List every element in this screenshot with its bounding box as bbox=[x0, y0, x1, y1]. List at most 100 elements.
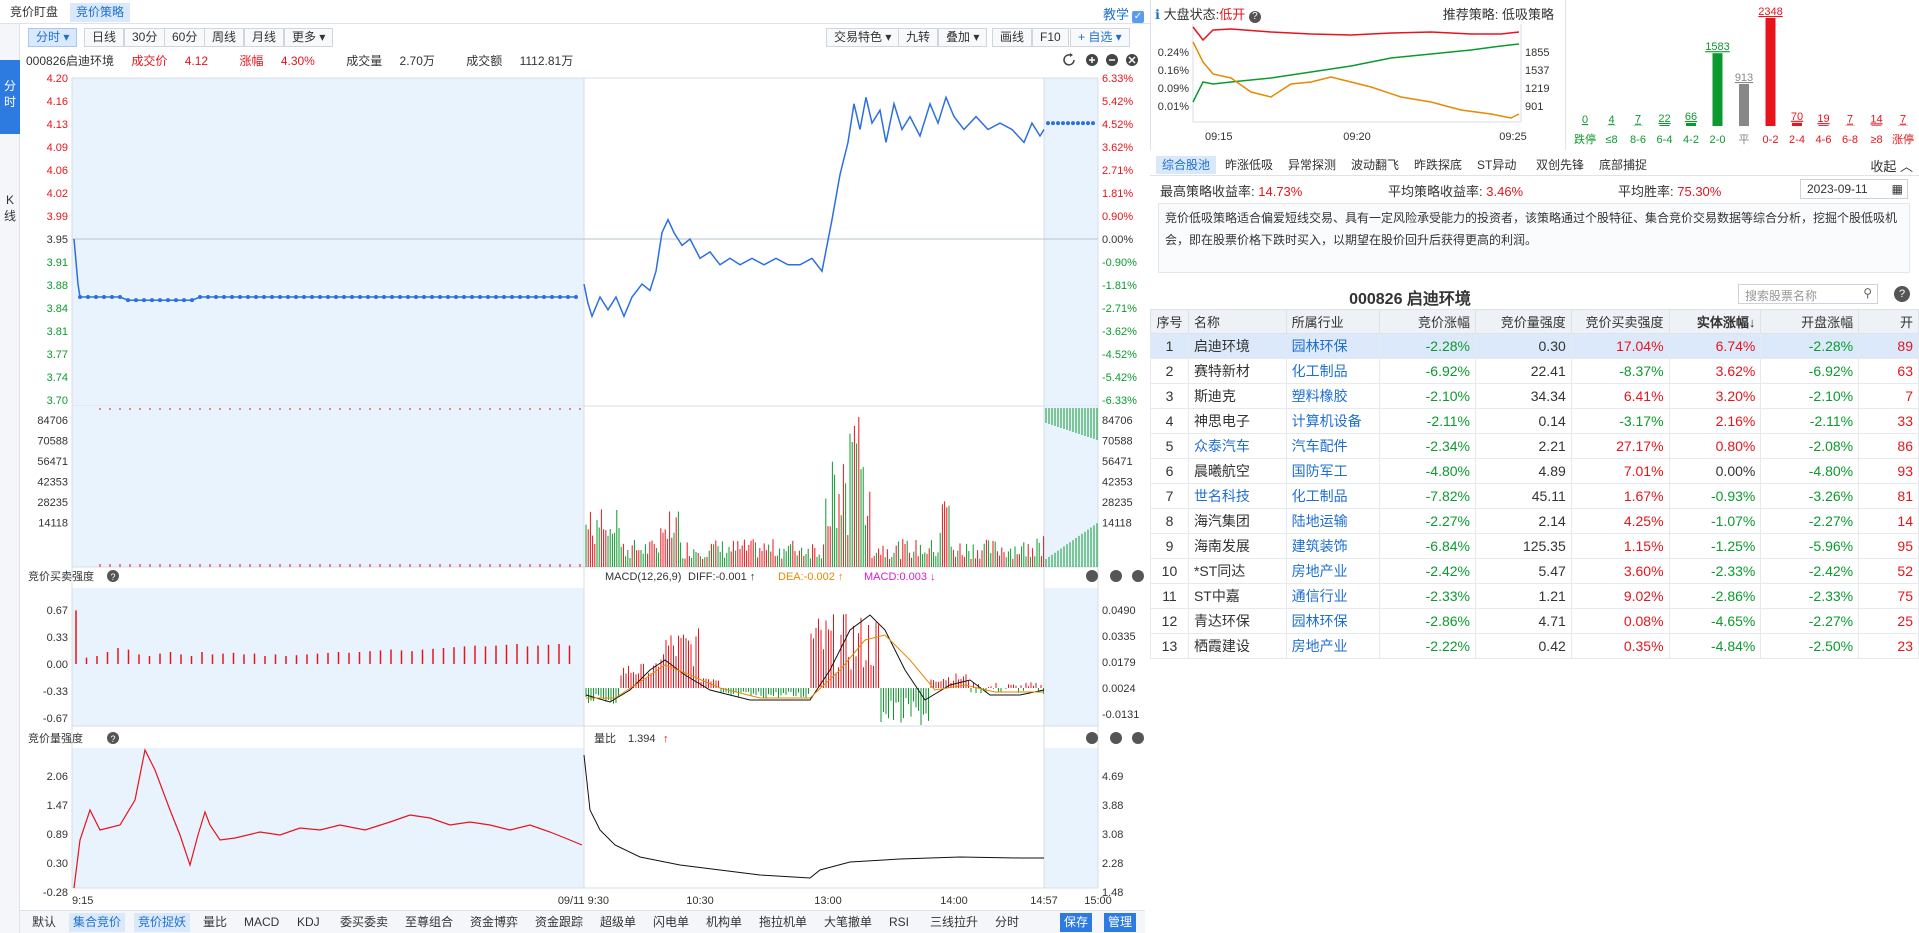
overlay-button[interactable]: 叠加 ▾ bbox=[938, 28, 988, 47]
f10-button[interactable]: F10 bbox=[1032, 28, 1069, 47]
table-header[interactable]: 开 bbox=[1858, 309, 1919, 334]
indicator-tab[interactable]: 机构单 bbox=[706, 915, 743, 929]
distribution-value[interactable]: 913 bbox=[1735, 72, 1753, 84]
distribution-value[interactable]: 7 bbox=[1900, 114, 1906, 126]
table-cell[interactable]: 化工制品 bbox=[1285, 483, 1381, 509]
indicator-tab[interactable]: 分时 bbox=[995, 915, 1020, 929]
table-cell[interactable]: 海南发展 bbox=[1187, 533, 1287, 559]
table-cell[interactable]: 汽车配件 bbox=[1285, 433, 1381, 459]
table-row[interactable]: 4 神思电子 计算机设备 -2.11% 0.14 -3.17% 2.16% -2.11% 33 bbox=[1150, 408, 1919, 434]
table-header[interactable]: 所属行业 bbox=[1285, 309, 1381, 334]
indicator-tab[interactable]: 大笔撤单 bbox=[824, 915, 873, 929]
distribution-value[interactable]: 7 bbox=[1635, 114, 1641, 126]
tab-auction-watch[interactable]: 竞价盯盘 bbox=[10, 5, 59, 19]
period-monthly-button[interactable]: 月线 bbox=[244, 28, 285, 47]
gear-icon[interactable] bbox=[1086, 732, 1098, 744]
zoom-out-icon[interactable] bbox=[1106, 54, 1118, 66]
close-icon[interactable] bbox=[1132, 732, 1144, 744]
period-60min-button[interactable]: 60分 bbox=[164, 28, 206, 47]
table-row[interactable]: 1 启迪环境 园林环保 -2.28% 0.30 17.04% 6.74% -2.28% 89 bbox=[1150, 333, 1919, 359]
table-cell[interactable]: 神思电子 bbox=[1187, 408, 1287, 434]
side-nav-intraday[interactable]: 分时 bbox=[0, 60, 20, 134]
intraday-chart[interactable]: 4.20 6.33% 4.16 5.42% 4.13 4.52% 4.09 3.62% 4.06… bbox=[20, 70, 1148, 910]
distribution-value[interactable]: 22 bbox=[1658, 113, 1670, 125]
table-row[interactable]: 6 晨曦航空 国防军工 -4.80% 4.89 7.01% 0.00% -4.80% 93 bbox=[1150, 458, 1919, 484]
table-row[interactable]: 5 众泰汽车 汽车配件 -2.34% 2.21 27.17% 0.80% -2.08% 86 bbox=[1150, 433, 1919, 459]
strategy-tab[interactable]: 昨涨低吸 bbox=[1225, 158, 1274, 172]
table-cell[interactable]: 国防军工 bbox=[1285, 458, 1381, 484]
indicator-tab[interactable]: 资金跟踪 bbox=[535, 915, 584, 929]
distribution-value[interactable]: 70 bbox=[1791, 111, 1803, 123]
help-icon[interactable] bbox=[107, 732, 119, 744]
table-cell[interactable]: *ST同达 bbox=[1187, 558, 1287, 584]
tab-auction-strategy[interactable]: 竞价策略 bbox=[70, 3, 131, 22]
close-icon[interactable] bbox=[1132, 570, 1144, 582]
strategy-tab[interactable]: 异常探测 bbox=[1288, 158, 1337, 172]
distribution-value[interactable]: 0 bbox=[1582, 114, 1588, 126]
table-row[interactable]: 8 海汽集团 陆地运输 -2.27% 2.14 4.25% -1.07% -2.27% 14 bbox=[1150, 508, 1919, 534]
table-row[interactable]: 9 海南发展 建筑装饰 -6.84% 125.35 1.15% -1.25% -5.96% 95 bbox=[1150, 533, 1919, 559]
table-cell[interactable]: 众泰汽车 bbox=[1187, 433, 1287, 459]
help-icon[interactable] bbox=[1110, 570, 1122, 582]
table-cell[interactable]: ST中嘉 bbox=[1187, 583, 1287, 609]
strategy-tab[interactable]: 昨跌探底 bbox=[1414, 158, 1463, 172]
table-header[interactable]: 竞价买卖强度 bbox=[1570, 309, 1670, 334]
table-cell[interactable]: 栖霞建设 bbox=[1187, 633, 1287, 659]
table-cell[interactable]: 斯迪克 bbox=[1187, 383, 1287, 409]
strategy-tab[interactable]: ST异动 bbox=[1477, 158, 1517, 172]
help-icon[interactable]: ? bbox=[1248, 11, 1261, 23]
table-row[interactable]: 11 ST中嘉 通信行业 -2.33% 1.21 9.02% -2.86% -2.33% 75 bbox=[1150, 583, 1919, 609]
collapse-button[interactable]: 收起 ︿ bbox=[1870, 159, 1913, 174]
draw-line-button[interactable]: 画线 bbox=[992, 28, 1033, 47]
manage-button[interactable]: 管理 bbox=[1104, 913, 1137, 932]
indicator-tab[interactable]: KDJ bbox=[297, 915, 320, 929]
close-icon[interactable] bbox=[1126, 54, 1138, 66]
table-cell[interactable]: 房地产业 bbox=[1285, 558, 1381, 584]
period-intraday-button[interactable]: 分时 ▾ bbox=[28, 28, 78, 47]
indicator-tab[interactable]: 三线拉升 bbox=[930, 915, 979, 929]
table-row[interactable]: 2 赛特新材 化工制品 -6.92% 22.41 -8.37% 3.62% -6.92% 63 bbox=[1150, 358, 1919, 384]
zoom-in-icon[interactable] bbox=[1086, 54, 1098, 66]
table-cell[interactable]: 启迪环境 bbox=[1187, 333, 1287, 359]
nine-turn-button[interactable]: 九转 bbox=[898, 28, 939, 47]
table-header[interactable]: 名称 bbox=[1187, 309, 1287, 334]
table-row[interactable]: 10 *ST同达 房地产业 -2.42% 5.47 3.60% -2.33% -2.42% 52 bbox=[1150, 558, 1919, 584]
indicator-tab[interactable]: 量比 bbox=[203, 915, 228, 929]
indicator-tab[interactable]: 闪电单 bbox=[653, 915, 690, 929]
indicator-tab[interactable]: 默认 bbox=[32, 915, 57, 929]
distribution-value[interactable]: 1583 bbox=[1705, 41, 1729, 53]
add-watchlist-button[interactable]: + 自选 ▾ bbox=[1070, 28, 1130, 47]
distribution-value[interactable]: 7 bbox=[1847, 114, 1853, 126]
table-row[interactable]: 3 斯迪克 塑料橡胶 -2.10% 34.34 6.41% 3.20% -2.10% 7 bbox=[1150, 383, 1919, 409]
indicator-tab[interactable]: 委买委卖 bbox=[340, 915, 389, 929]
table-header[interactable]: 竞价量强度 bbox=[1475, 309, 1572, 334]
strategy-tab[interactable]: 双创先锋 bbox=[1536, 158, 1585, 172]
side-nav-kline[interactable]: K线 bbox=[0, 174, 20, 234]
indicator-tab[interactable]: 资金博弈 bbox=[470, 915, 519, 929]
save-button[interactable]: 保存 bbox=[1060, 913, 1093, 932]
table-cell[interactable]: 晨曦航空 bbox=[1187, 458, 1287, 484]
refresh-icon[interactable] bbox=[1063, 53, 1075, 66]
distribution-value[interactable]: 66 bbox=[1685, 111, 1697, 123]
table-row[interactable]: 13 栖霞建设 房地产业 -2.22% 0.42 0.35% -4.84% -2.50% 23 bbox=[1150, 633, 1919, 659]
help-icon[interactable] bbox=[1110, 732, 1122, 744]
more-periods-button[interactable]: 更多 ▾ bbox=[284, 28, 334, 47]
indicator-tab[interactable]: RSI bbox=[889, 915, 910, 929]
table-cell[interactable]: 塑料橡胶 bbox=[1285, 383, 1381, 409]
table-cell[interactable]: 赛特新材 bbox=[1187, 358, 1287, 384]
period-30min-button[interactable]: 30分 bbox=[124, 28, 166, 47]
table-cell[interactable]: 园林环保 bbox=[1285, 333, 1381, 359]
table-row[interactable]: 7 世名科技 化工制品 -7.82% 45.11 1.67% -0.93% -3.26% 81 bbox=[1150, 483, 1919, 509]
table-cell[interactable]: 园林环保 bbox=[1285, 608, 1381, 634]
period-weekly-button[interactable]: 周线 bbox=[204, 28, 245, 47]
indicator-tab[interactable]: 超级单 bbox=[600, 915, 637, 929]
stock-search-input[interactable]: 搜索股票名称 ⚲ bbox=[1738, 284, 1878, 304]
distribution-value[interactable]: 2348 bbox=[1758, 6, 1782, 18]
help-icon[interactable] bbox=[107, 570, 119, 582]
date-picker[interactable]: 2023-09-11 ▦ bbox=[1800, 179, 1908, 199]
indicator-tab[interactable]: 集合竞价 bbox=[69, 913, 126, 932]
table-row[interactable]: 12 青达环保 园林环保 -2.86% 4.71 0.08% -4.65% -2.27% 25 bbox=[1150, 608, 1919, 634]
table-cell[interactable]: 房地产业 bbox=[1285, 633, 1381, 659]
table-header[interactable]: 竞价涨幅 bbox=[1379, 309, 1476, 334]
indicator-tab[interactable]: 竞价捉妖 bbox=[134, 913, 191, 932]
